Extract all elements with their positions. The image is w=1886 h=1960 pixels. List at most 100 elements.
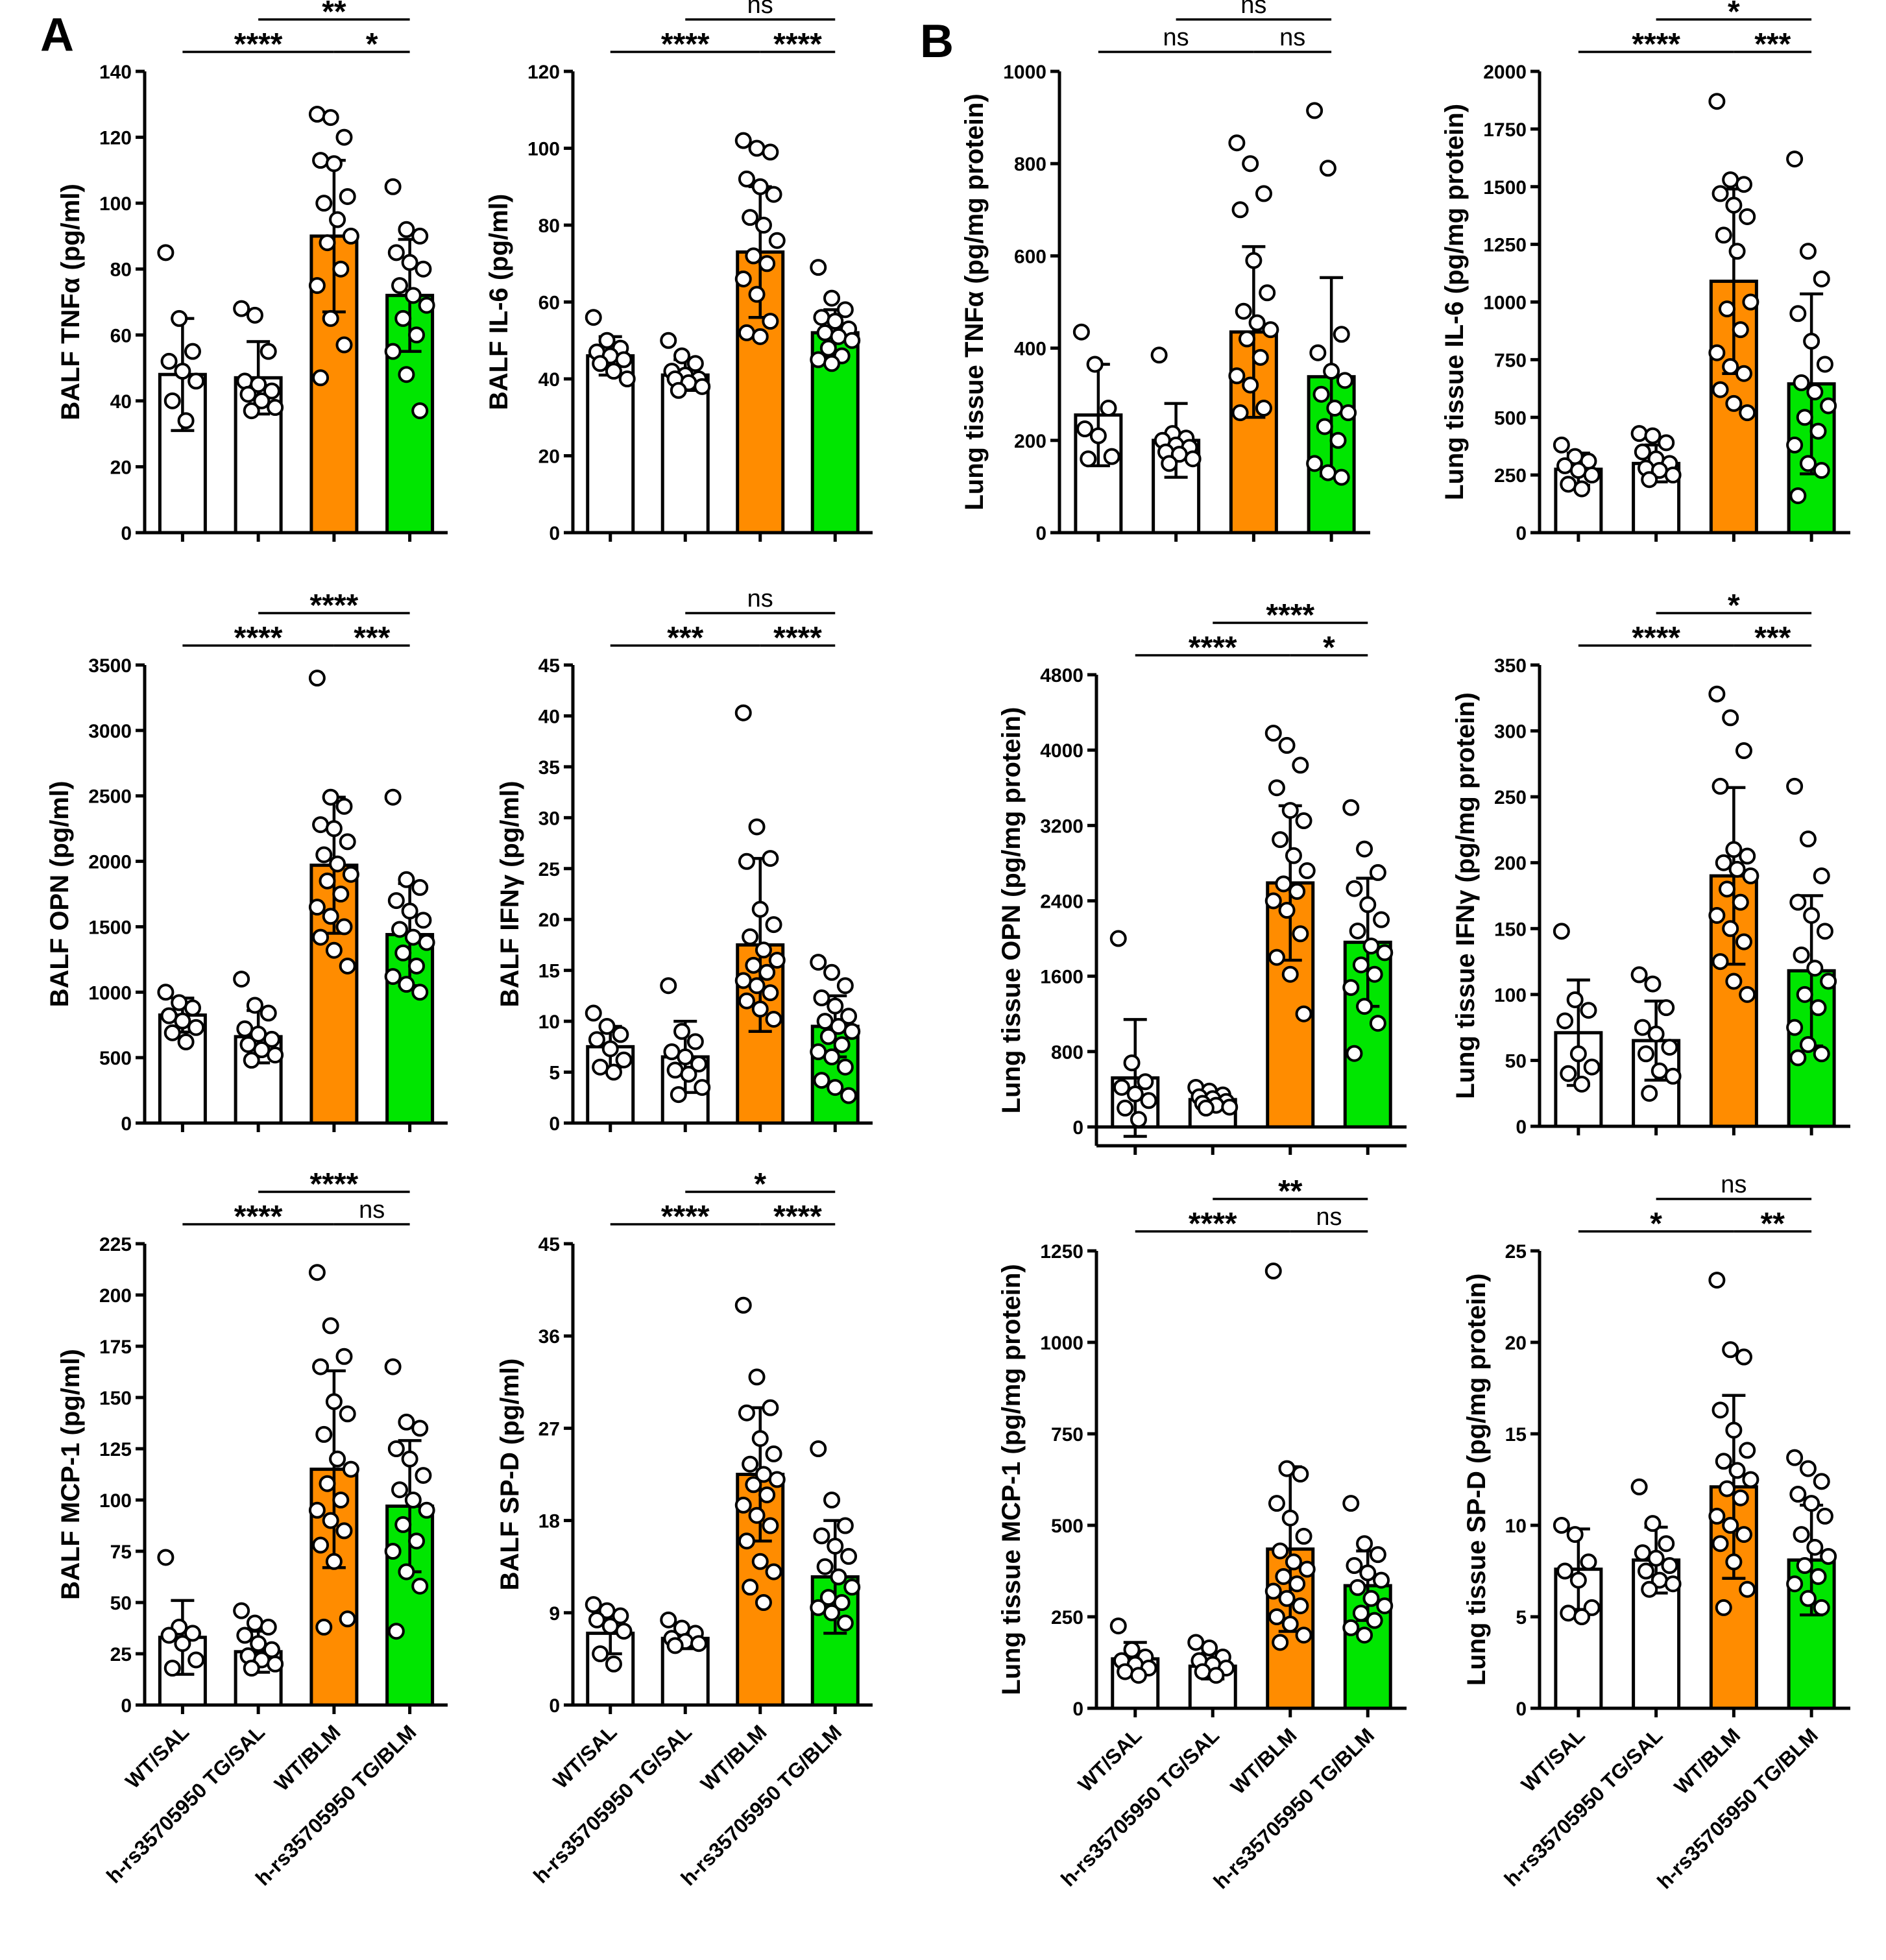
y-tick-label: 36 bbox=[538, 1326, 560, 1348]
data-point bbox=[1799, 1036, 1817, 1054]
data-point bbox=[1580, 1553, 1597, 1571]
data-point bbox=[411, 1577, 429, 1595]
data-point bbox=[1255, 400, 1272, 417]
significance-label: * bbox=[1650, 1207, 1662, 1241]
data-point bbox=[762, 143, 779, 161]
data-point bbox=[1573, 1075, 1591, 1093]
data-point bbox=[827, 313, 844, 330]
data-point bbox=[663, 1043, 681, 1061]
data-point bbox=[1275, 875, 1292, 893]
data-point bbox=[1272, 1634, 1289, 1651]
data-point bbox=[1799, 1460, 1817, 1477]
y-tick-label: 0 bbox=[1072, 1117, 1083, 1139]
data-point bbox=[1799, 243, 1817, 260]
data-point bbox=[325, 1553, 343, 1570]
y-tick-label: 20 bbox=[110, 457, 132, 478]
data-point bbox=[1739, 404, 1756, 422]
data-point bbox=[1113, 1078, 1130, 1096]
y-tick-label: 2000 bbox=[88, 852, 132, 873]
data-point bbox=[738, 1532, 755, 1550]
category-label-wt-blm: WT/BLM bbox=[1669, 1723, 1745, 1798]
y-tick-label: 0 bbox=[1516, 1117, 1527, 1138]
data-point bbox=[742, 928, 759, 945]
y-tick-label: 3200 bbox=[1040, 816, 1083, 837]
data-point bbox=[1281, 802, 1299, 819]
data-point bbox=[1194, 1663, 1211, 1680]
data-point bbox=[233, 1602, 250, 1619]
data-point bbox=[601, 1040, 619, 1058]
data-point bbox=[598, 1017, 616, 1035]
data-point bbox=[1268, 1608, 1285, 1625]
data-point bbox=[1644, 427, 1662, 444]
data-point bbox=[1076, 420, 1094, 438]
data-point bbox=[827, 1079, 844, 1096]
data-point bbox=[810, 1440, 827, 1457]
y-tick-label: 250 bbox=[1494, 787, 1527, 808]
data-point bbox=[1359, 1564, 1377, 1582]
data-point bbox=[585, 1004, 602, 1022]
data-point bbox=[1641, 1085, 1658, 1102]
data-point bbox=[833, 1594, 851, 1611]
data-point bbox=[171, 309, 188, 327]
data-point bbox=[411, 402, 429, 420]
y-tick-label: 140 bbox=[99, 62, 132, 83]
y-tick-label: 80 bbox=[538, 215, 560, 237]
data-point bbox=[670, 381, 687, 399]
y-tick-label: 750 bbox=[1494, 350, 1527, 371]
data-point bbox=[836, 301, 854, 319]
data-point bbox=[1272, 1542, 1289, 1560]
data-point bbox=[1187, 1634, 1205, 1651]
data-point bbox=[1553, 436, 1570, 454]
data-point bbox=[1264, 1582, 1282, 1600]
y-tick-label: 600 bbox=[1014, 246, 1046, 267]
data-point bbox=[1366, 965, 1383, 983]
data-point bbox=[751, 1430, 769, 1447]
y-tick-label: 40 bbox=[538, 369, 560, 391]
data-point bbox=[312, 816, 330, 834]
data-point bbox=[819, 1028, 837, 1045]
data-point bbox=[816, 324, 834, 341]
data-point bbox=[308, 106, 326, 123]
data-point bbox=[308, 899, 326, 916]
data-point bbox=[398, 1413, 415, 1431]
y-tick-label: 3000 bbox=[88, 721, 132, 742]
y-axis-label: Lung tissue IFNγ (pg/mg protein) bbox=[1451, 692, 1480, 1099]
y-tick-label: 0 bbox=[549, 523, 560, 544]
data-point bbox=[762, 984, 779, 1002]
data-point bbox=[1288, 1575, 1306, 1593]
significance-label: * bbox=[1323, 631, 1335, 665]
data-point bbox=[398, 366, 415, 383]
significance-label: **** bbox=[1632, 621, 1680, 655]
data-point bbox=[748, 1506, 766, 1524]
data-point bbox=[585, 1596, 602, 1614]
data-point bbox=[184, 1625, 201, 1642]
y-tick-label: 100 bbox=[99, 1490, 132, 1512]
data-point bbox=[1809, 999, 1827, 1017]
data-point bbox=[1722, 1341, 1739, 1359]
data-point bbox=[1553, 1517, 1570, 1534]
data-point bbox=[1295, 1527, 1312, 1545]
data-point bbox=[612, 1026, 629, 1043]
data-point bbox=[1583, 1058, 1601, 1076]
y-tick-label: 1250 bbox=[1483, 235, 1527, 256]
data-point bbox=[813, 309, 830, 326]
data-point bbox=[673, 347, 691, 365]
significance-label: * bbox=[366, 27, 378, 62]
data-point bbox=[319, 872, 336, 889]
data-point bbox=[1278, 1460, 1296, 1477]
data-point bbox=[253, 392, 271, 409]
data-point bbox=[765, 1010, 782, 1028]
data-point bbox=[1708, 1272, 1726, 1289]
significance-label: **** bbox=[661, 1200, 710, 1234]
data-point bbox=[823, 1048, 841, 1066]
y-tick-label: 1250 bbox=[1040, 1241, 1083, 1263]
data-point bbox=[322, 1512, 339, 1529]
data-point bbox=[1728, 243, 1746, 260]
data-point bbox=[415, 1467, 432, 1484]
data-point bbox=[1816, 1507, 1833, 1525]
data-point bbox=[1298, 862, 1316, 880]
data-point bbox=[738, 992, 755, 1010]
data-point bbox=[246, 306, 263, 324]
data-point bbox=[1566, 1526, 1584, 1543]
